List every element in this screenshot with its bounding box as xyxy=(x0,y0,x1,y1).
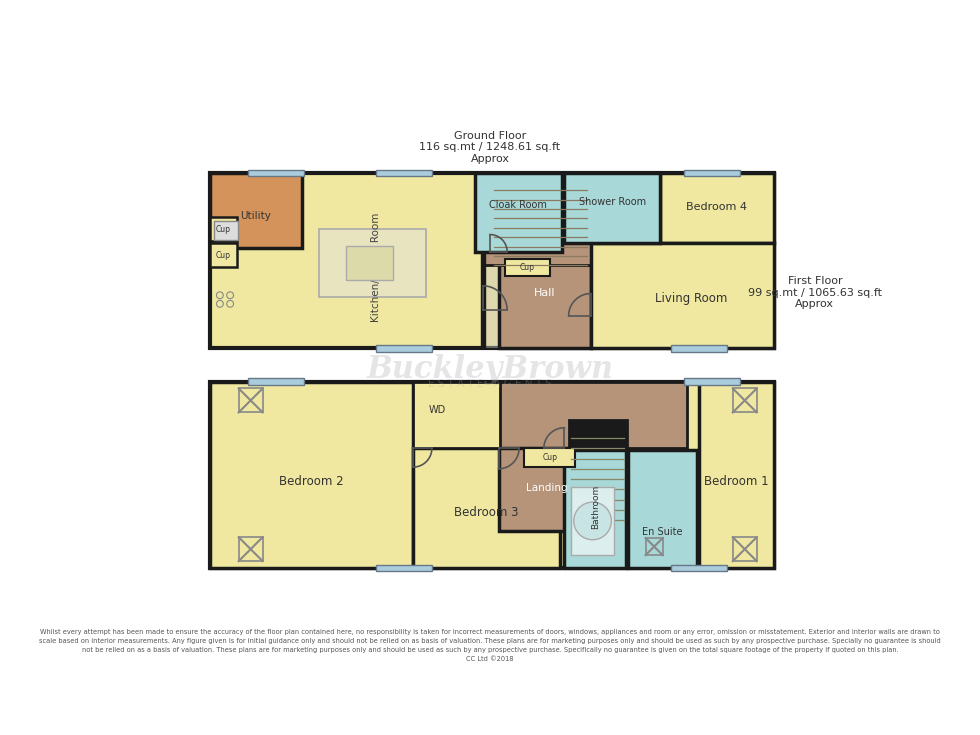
Text: Bedroom 4: Bedroom 4 xyxy=(686,202,748,212)
Text: First Floor
99 sq.mt / 1065.63 sq.ft
Approx: First Floor 99 sq.mt / 1065.63 sq.ft App… xyxy=(748,276,882,309)
Bar xyxy=(684,170,740,176)
Text: Landing: Landing xyxy=(525,484,567,493)
Bar xyxy=(474,173,562,251)
Text: Bathroom: Bathroom xyxy=(591,484,600,528)
Text: En Suite: En Suite xyxy=(643,527,683,537)
Bar xyxy=(571,487,613,555)
Bar xyxy=(524,448,575,467)
Bar xyxy=(591,276,774,348)
Bar xyxy=(671,345,727,351)
Bar xyxy=(376,170,432,176)
Bar xyxy=(564,450,626,568)
Bar xyxy=(568,420,627,527)
Text: WD: WD xyxy=(428,405,446,415)
Bar xyxy=(591,243,774,348)
Text: Living Room: Living Room xyxy=(655,293,727,305)
Bar xyxy=(239,537,263,561)
Bar xyxy=(733,388,757,412)
Bar xyxy=(499,173,591,348)
Bar xyxy=(499,448,594,531)
Text: Cup: Cup xyxy=(216,225,230,234)
Bar xyxy=(684,379,740,385)
Text: Hall: Hall xyxy=(534,287,556,298)
Bar xyxy=(671,564,727,571)
Bar xyxy=(376,564,432,571)
Bar xyxy=(628,450,697,568)
Circle shape xyxy=(573,502,612,539)
Text: Ground Floor
116 sq.mt / 1248.61 sq.ft
Approx: Ground Floor 116 sq.mt / 1248.61 sq.ft A… xyxy=(419,131,561,164)
Text: Cup: Cup xyxy=(520,262,535,271)
Text: Shower Room: Shower Room xyxy=(578,197,646,207)
Text: Utility: Utility xyxy=(240,211,271,220)
Bar xyxy=(733,537,757,561)
Bar xyxy=(506,259,550,276)
Bar xyxy=(646,538,662,555)
Bar xyxy=(210,381,413,568)
Bar xyxy=(699,381,774,568)
Bar xyxy=(239,388,263,412)
Text: Bedroom 3: Bedroom 3 xyxy=(455,506,518,519)
Bar xyxy=(248,379,304,385)
Bar xyxy=(210,173,774,348)
Bar xyxy=(210,218,237,241)
Text: Kitchen/Dining Room: Kitchen/Dining Room xyxy=(371,212,381,322)
Bar xyxy=(481,173,485,348)
Bar xyxy=(661,173,774,243)
Text: Cup: Cup xyxy=(216,251,230,259)
Bar xyxy=(210,173,302,248)
Bar xyxy=(346,245,393,280)
Bar xyxy=(483,173,608,265)
Text: Bedroom 1: Bedroom 1 xyxy=(704,475,768,488)
Bar xyxy=(413,448,561,568)
Text: Whilst every attempt has been made to ensure the accuracy of the floor plan cont: Whilst every attempt has been made to en… xyxy=(39,629,941,662)
Bar xyxy=(319,229,426,297)
Bar xyxy=(248,170,304,176)
Text: Cup: Cup xyxy=(542,453,558,462)
Text: BuckleyBrown: BuckleyBrown xyxy=(367,354,613,385)
Bar xyxy=(210,243,237,267)
Text: E S T A T E   A G E N T S: E S T A T E A G E N T S xyxy=(428,379,552,389)
Text: Cloak Room: Cloak Room xyxy=(489,200,547,209)
Bar xyxy=(376,345,432,351)
Bar xyxy=(481,265,591,348)
Bar xyxy=(214,221,238,240)
Bar xyxy=(474,381,687,448)
Bar xyxy=(413,381,500,448)
Text: Bedroom 2: Bedroom 2 xyxy=(279,475,344,488)
Bar xyxy=(564,173,661,243)
Bar xyxy=(210,381,774,568)
